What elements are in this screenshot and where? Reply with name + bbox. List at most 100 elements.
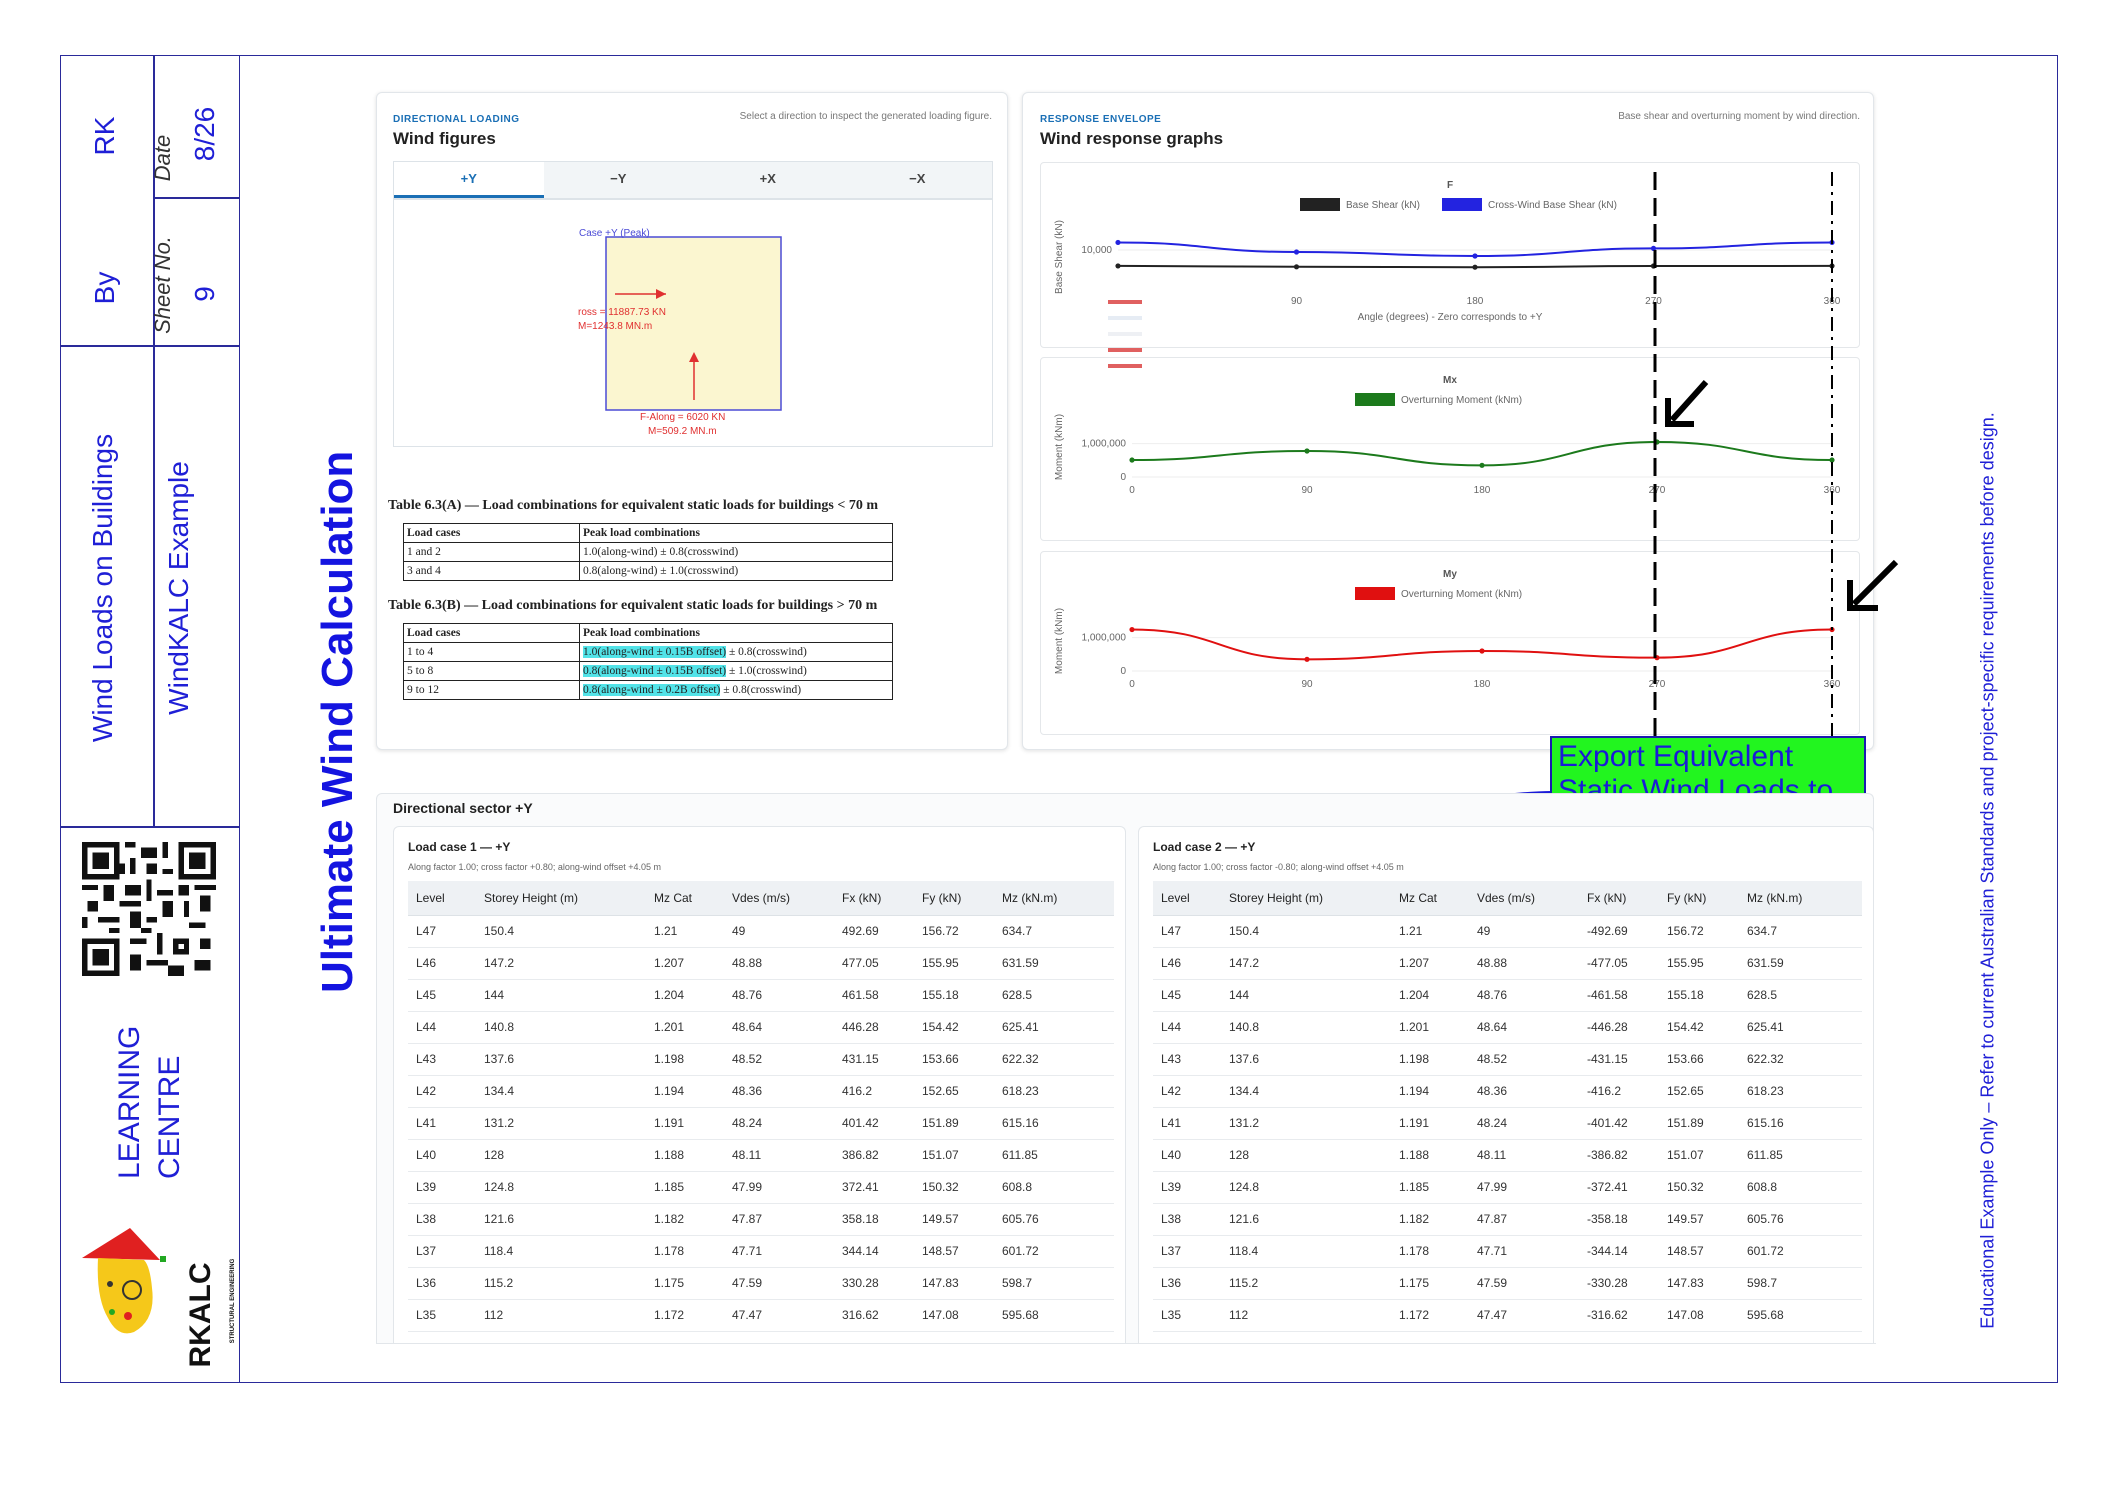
x-tick-label: 180: [1474, 679, 1491, 690]
load-case-2-table: Level Storey Height (m) Mz Cat Vdes (m/s) Fx…: [1153, 881, 1862, 1332]
legend-swatch: [1442, 198, 1482, 211]
tab-minus-x[interactable]: −X: [909, 171, 926, 186]
column-header[interactable]: Level: [408, 881, 476, 916]
y-axis-label: Moment (kNm): [1054, 608, 1065, 674]
table-cell: 598.7: [994, 1267, 1114, 1300]
chart-1: Mx Overturning Moment (kNm) 1,000,000 0 Mome…: [1054, 375, 1841, 496]
column-header[interactable]: Mz Cat: [1391, 881, 1469, 916]
response-charts: F Base Shear (kN) Cross-Wind Base Shear (k…: [1054, 180, 1841, 690]
table-row: L45 144 1.204 48.76 461.58 155.18 628.5: [408, 979, 1114, 1012]
tb-hline: [60, 345, 240, 347]
wind-figures-title: Wind figures: [393, 129, 496, 148]
column-header[interactable]: Mz (kN.m): [994, 881, 1114, 916]
column-header[interactable]: Fy (kN): [1659, 881, 1739, 916]
table-cell: 140.8: [476, 1011, 646, 1044]
table-row: L42 134.4 1.194 48.36 416.2 152.65 618.23: [408, 1075, 1114, 1108]
table-cell: 1.204: [1391, 979, 1469, 1012]
table-cell: 48.52: [1469, 1043, 1579, 1076]
tab-plus-y[interactable]: +Y: [394, 162, 544, 198]
legend-label: Overturning Moment (kNm): [1401, 589, 1522, 600]
wind-figures-hint: Select a direction to inspect the genera…: [739, 111, 992, 122]
mini-legend-swatch: [1108, 300, 1142, 304]
column-header[interactable]: Fx (kN): [1579, 881, 1659, 916]
chart-title: F: [1447, 180, 1453, 191]
table-cell: 1.198: [1391, 1043, 1469, 1076]
load-case-1-title: Load case 1 — +Y: [408, 840, 511, 854]
table-b-rest: ± 0.8(crosswind): [726, 646, 807, 658]
table-cell: 628.5: [1739, 979, 1862, 1012]
x-tick-label: 180: [1467, 296, 1484, 307]
table-cell: 47.47: [724, 1299, 834, 1332]
column-header[interactable]: Storey Height (m): [1221, 881, 1391, 916]
chart-2: My Overturning Moment (kNm) 1,000,000 0 Mome…: [1054, 569, 1841, 690]
title-block: [60, 55, 240, 1383]
column-header[interactable]: Fx (kN): [834, 881, 914, 916]
tab-plus-x[interactable]: +X: [759, 171, 776, 186]
y-tick-label: 0: [1120, 666, 1126, 677]
table-cell: L41: [1153, 1107, 1221, 1140]
data-point: [1472, 264, 1478, 270]
chart-title: Mx: [1443, 375, 1457, 386]
table-cell: 1.191: [1391, 1107, 1469, 1140]
table-cell: 622.32: [1739, 1043, 1862, 1076]
loading-figure-svg: [605, 236, 782, 411]
table-cell: L47: [1153, 915, 1221, 948]
table-cell: 611.85: [994, 1139, 1114, 1172]
chart-title: My: [1443, 569, 1457, 580]
column-header[interactable]: Mz (kN.m): [1739, 881, 1862, 916]
tab-minus-y[interactable]: −Y: [610, 171, 627, 186]
table-cell: 47.71: [1469, 1235, 1579, 1268]
chart-panel-my: [1040, 551, 1860, 735]
table-cell: 595.68: [1739, 1299, 1862, 1332]
column-header[interactable]: Storey Height (m): [476, 881, 646, 916]
legend-label: Base Shear (kN): [1346, 200, 1420, 211]
table-cell: L38: [408, 1203, 476, 1236]
table-cell: 147.2: [1221, 947, 1391, 980]
table-cell: 1.207: [1391, 947, 1469, 980]
table-b-highlight: 0.8(along-wind ± 0.15B offset): [583, 665, 727, 677]
legend-swatch: [1355, 393, 1395, 406]
legend-label: Overturning Moment (kNm): [1401, 395, 1522, 406]
table-cell: -386.82: [1579, 1139, 1659, 1172]
table-cell: L42: [408, 1075, 476, 1108]
table-cell: 625.41: [1739, 1011, 1862, 1044]
column-header[interactable]: Vdes (m/s): [1469, 881, 1579, 916]
column-header[interactable]: Mz Cat: [646, 881, 724, 916]
table-row: L35 112 1.172 47.47 316.62 147.08 595.68: [408, 1299, 1114, 1332]
table-cell: 131.2: [1221, 1107, 1391, 1140]
table-cell: 134.4: [476, 1075, 646, 1108]
y-axis-label: Base Shear (kN): [1054, 220, 1065, 294]
table-cell: 148.57: [1659, 1235, 1739, 1268]
table-cell: L45: [1153, 979, 1221, 1012]
table-cell: 112: [476, 1299, 646, 1332]
table-cell: L44: [408, 1011, 476, 1044]
table-cell: 622.32: [994, 1043, 1114, 1076]
table-cell: -330.28: [1579, 1267, 1659, 1300]
column-header[interactable]: Vdes (m/s): [724, 881, 834, 916]
y-tick-label: 0: [1120, 472, 1126, 483]
table-cell: L40: [1153, 1139, 1221, 1172]
response-title: Wind response graphs: [1040, 129, 1224, 148]
table-cell: -372.41: [1579, 1171, 1659, 1204]
table-cell: 386.82: [834, 1139, 914, 1172]
column-header[interactable]: Fy (kN): [914, 881, 994, 916]
chart-panel-mx: [1040, 357, 1860, 541]
table-cell: 48.11: [1469, 1139, 1579, 1172]
table-cell: 1.185: [646, 1171, 724, 1204]
table-a-header: Peak load combinations: [579, 523, 893, 543]
load-case-2-title: Load case 2 — +Y: [1153, 840, 1256, 854]
table-cell: 150.4: [476, 915, 646, 948]
table-cell: 605.76: [994, 1203, 1114, 1236]
data-point: [1650, 245, 1657, 251]
table-cell: 1.175: [646, 1267, 724, 1300]
table-cell: 598.7: [1739, 1267, 1862, 1300]
table-row: L38 121.6 1.182 47.87 -358.18 149.57 605.76: [1153, 1203, 1862, 1236]
column-header[interactable]: Level: [1153, 881, 1221, 916]
table-cell: 1.194: [646, 1075, 724, 1108]
table-cell: 48.76: [724, 979, 834, 1012]
table-cell: 150.32: [1659, 1171, 1739, 1204]
table-cell: 155.18: [914, 979, 994, 1012]
x-axis-label: Angle (degrees) - Zero corresponds to +Y: [1358, 312, 1543, 323]
table-cell: 416.2: [834, 1075, 914, 1108]
table-cell: 1.204: [646, 979, 724, 1012]
